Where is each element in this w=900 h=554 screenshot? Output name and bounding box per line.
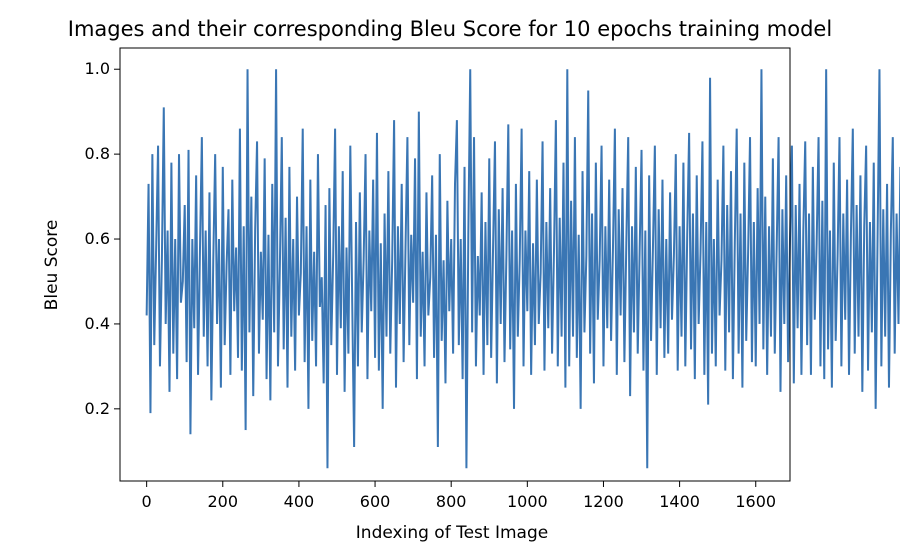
y-tick-label: 0.4	[85, 314, 110, 333]
x-tick-label: 1000	[507, 492, 548, 511]
chart-title: Images and their corresponding Bleu Scor…	[68, 17, 832, 41]
y-tick-label: 0.6	[85, 229, 110, 248]
x-tick-label: 400	[284, 492, 315, 511]
series-line	[145, 69, 900, 469]
x-tick-label: 200	[208, 492, 239, 511]
x-tick-label: 800	[436, 492, 467, 511]
y-axis-label: Bleu Score	[42, 220, 62, 311]
x-tick-label: 1200	[583, 492, 624, 511]
y-axis: 0.2 0.4 0.6 0.8 1.0	[85, 59, 120, 418]
x-tick-label: 0	[142, 492, 152, 511]
x-tick-label: 1600	[735, 492, 776, 511]
y-tick-label: 1.0	[85, 59, 110, 78]
x-tick-label: 1400	[659, 492, 700, 511]
x-tick-label: 600	[360, 492, 391, 511]
plot-area	[145, 69, 900, 469]
x-axis-label: Indexing of Test Image	[356, 523, 548, 543]
y-tick-label: 0.8	[85, 144, 110, 163]
y-tick-label: 0.2	[85, 399, 110, 418]
plot-frame	[119, 47, 791, 482]
x-axis: 0 200 400 600 800 1000 1200 1400 1600	[142, 481, 776, 511]
